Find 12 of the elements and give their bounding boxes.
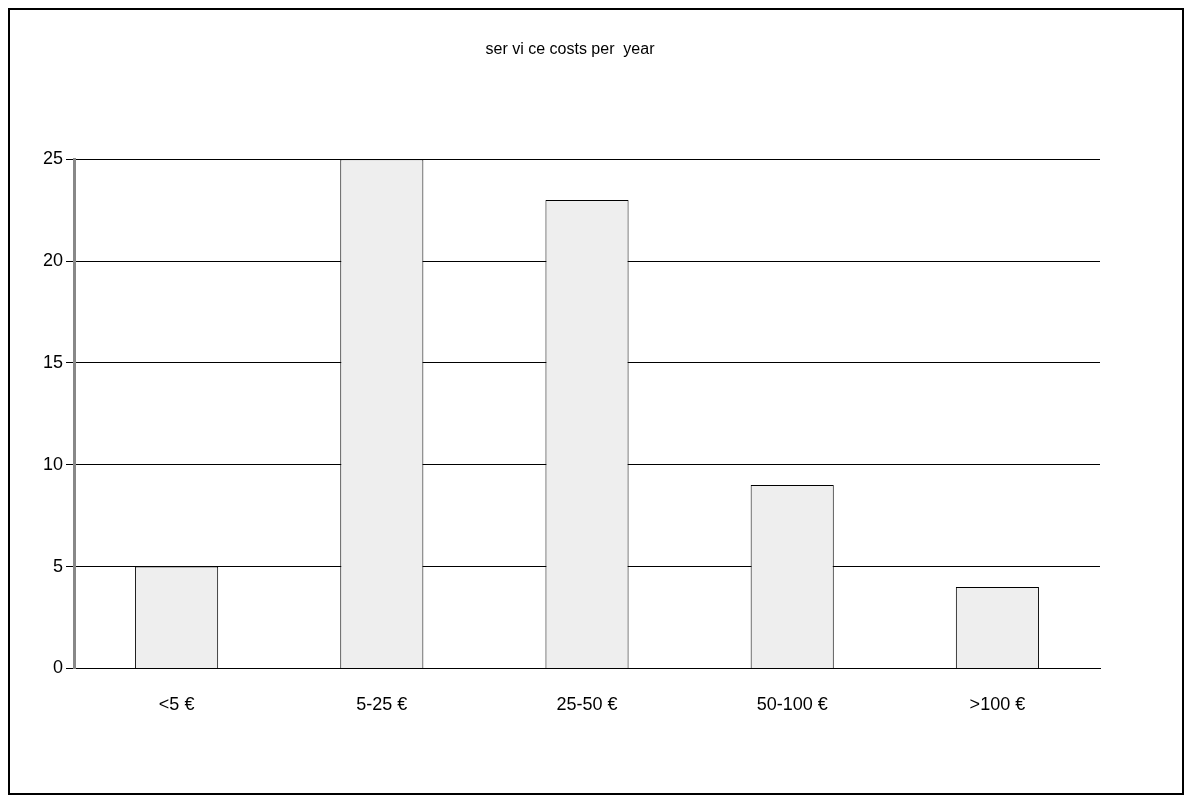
y-tick-label: 10 — [42, 453, 64, 474]
x-tick-label: 50-100 € — [756, 694, 828, 715]
x-tick-label: 25-50 € — [556, 694, 618, 715]
x-tick-label: >100 € — [969, 694, 1026, 715]
chart-title: ser vi ce costs per year — [485, 40, 656, 58]
y-tick-label: 5 — [53, 555, 64, 576]
y-tick-label: 25 — [42, 148, 64, 169]
x-tick-label: <5 € — [158, 694, 195, 715]
y-tick-label: 20 — [42, 250, 64, 271]
x-tick-label: 5-25 € — [356, 694, 408, 715]
y-tick-label: 15 — [42, 351, 64, 372]
y-tick-label: 0 — [53, 657, 64, 678]
